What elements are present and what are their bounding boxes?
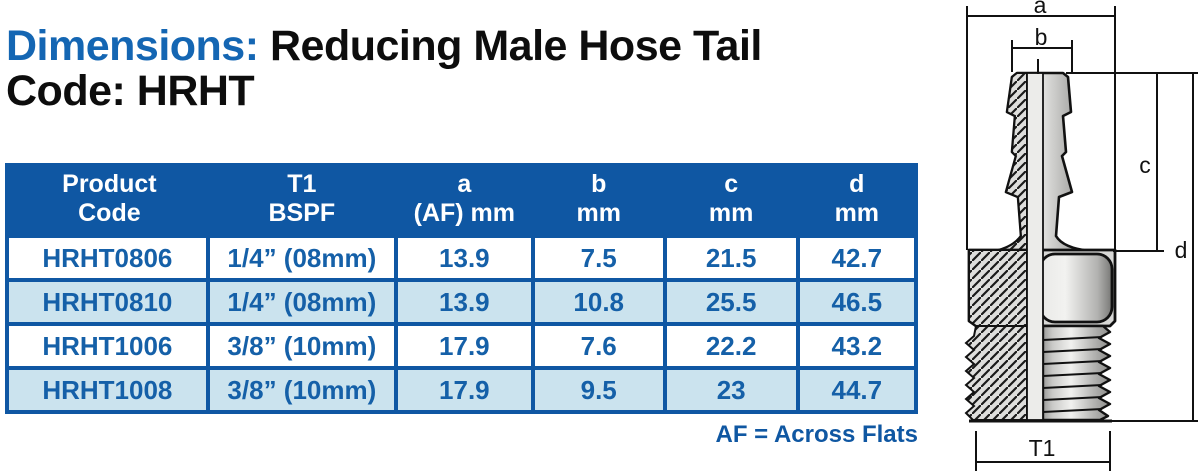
table-cell-a: 17.9 (397, 326, 531, 366)
column-header-t1-bspf: T1 BSPF (205, 163, 398, 234)
table-cell-c: 23 (666, 370, 796, 410)
header-line: mm (834, 198, 880, 227)
page-title: Dimensions: Reducing Male Hose Tail Code… (6, 24, 762, 114)
table-cell-t1: 3/8” (10mm) (209, 370, 394, 410)
table-cell-t1: 3/8” (10mm) (209, 326, 394, 366)
header-line: b (591, 169, 607, 198)
threaded-section (964, 324, 1112, 423)
table-cell-d: 42.7 (799, 238, 914, 278)
dimension-c (1066, 72, 1198, 252)
dimension-lines (966, 6, 1198, 471)
dim-label-b: b (1035, 24, 1048, 50)
table-cell-d: 46.5 (799, 282, 914, 322)
dimension-b (1011, 40, 1073, 72)
dim-label-t1: T1 (1029, 435, 1056, 461)
af-note: AF = Across Flats (715, 421, 918, 448)
table-cell-product-code: HRHT1008 (9, 370, 206, 410)
table-cell-t1: 1/4” (08mm) (209, 238, 394, 278)
table-cell-b: 10.8 (534, 282, 663, 322)
table-cell-d: 44.7 (799, 370, 914, 410)
table-cell-c: 21.5 (666, 238, 796, 278)
column-header-b-mm: b mm (530, 163, 667, 234)
table-cell-c: 25.5 (666, 282, 796, 322)
table-cell-t1: 1/4” (08mm) (209, 282, 394, 322)
header-line: Code (78, 198, 141, 227)
table-cell-a: 13.9 (397, 282, 531, 322)
table-cell-d: 43.2 (799, 326, 914, 366)
title-prefix: Dimensions: (6, 22, 259, 70)
header-line: T1 (287, 169, 317, 198)
column-header-d-mm: d mm (795, 163, 918, 234)
header-line: Product (62, 169, 157, 198)
table-cell-a: 17.9 (397, 370, 531, 410)
title-code: Code: HRHT (6, 67, 255, 115)
table-cell-b: 7.6 (534, 326, 663, 366)
table-cell-product-code: HRHT1006 (9, 326, 206, 366)
bore-column (1026, 72, 1044, 421)
table-cell-product-code: HRHT0810 (9, 282, 206, 322)
header-line: d (849, 169, 865, 198)
header-line: BSPF (268, 198, 336, 227)
table-cell-c: 22.2 (666, 326, 796, 366)
table-cell-b: 9.5 (534, 370, 663, 410)
header-line: a (457, 169, 472, 198)
header-line: (AF) mm (413, 198, 516, 227)
title-line-1: Dimensions: Reducing Male Hose Tail (6, 24, 762, 69)
hex-flat-face (1038, 252, 1114, 324)
dim-label-a: a (1034, 0, 1047, 18)
table-cell-product-code: HRHT0806 (9, 238, 206, 278)
dimension-a (966, 6, 1116, 250)
column-header-c-mm: c mm (662, 163, 800, 234)
hose-tail-diagram: a b c d T1 (964, 0, 1198, 471)
column-header-a-af-mm: a (AF) mm (393, 163, 535, 234)
dimensions-table: Product Code T1 BSPF a (AF) mm b mm c mm… (5, 163, 918, 414)
column-header-product-code: Product Code (9, 163, 210, 234)
header-line: mm (576, 198, 621, 227)
header-line: mm (708, 198, 754, 227)
title-main: Reducing Male Hose Tail (258, 22, 762, 70)
dim-label-d: d (1175, 237, 1188, 263)
thread-ridges (1042, 336, 1103, 413)
dimension-d (1112, 73, 1198, 422)
dimension-t1 (975, 431, 1111, 471)
table-cell-b: 7.5 (534, 238, 663, 278)
dim-label-c: c (1139, 152, 1151, 178)
table-cell-a: 13.9 (397, 238, 531, 278)
header-line: c (724, 169, 739, 198)
